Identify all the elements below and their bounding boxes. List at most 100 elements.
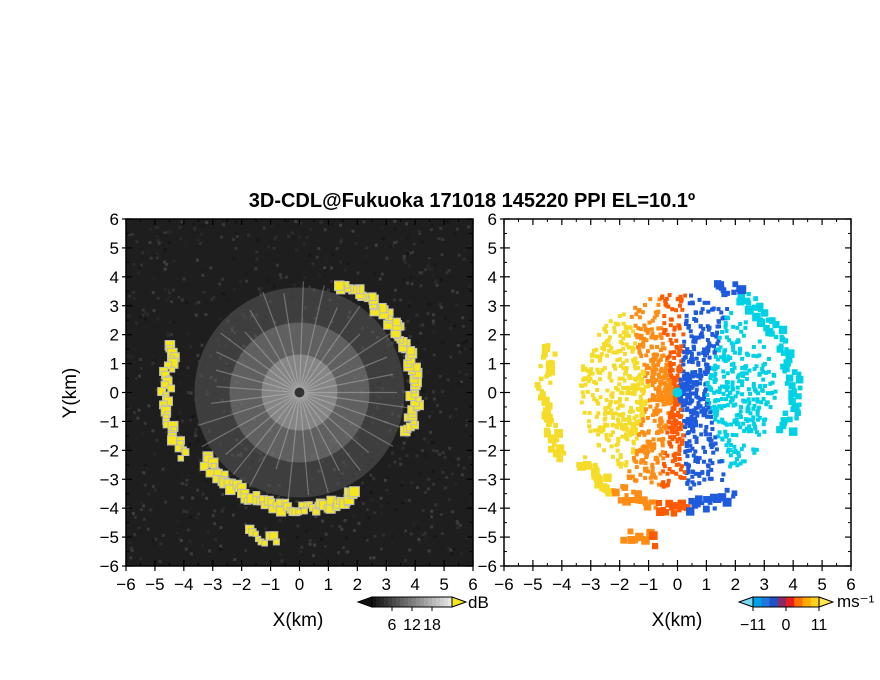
velocity-cell	[644, 338, 649, 343]
noise-pixel	[136, 308, 140, 312]
velocity-cell	[696, 361, 701, 366]
strong-echo	[386, 309, 393, 316]
noise-pixel	[312, 500, 316, 504]
velocity-cell	[685, 347, 690, 352]
noise-pixel	[409, 532, 413, 536]
velocity-cell	[714, 334, 719, 339]
noise-pixel	[432, 313, 436, 317]
velocity-cell	[699, 331, 704, 336]
velocity-cell	[742, 364, 747, 369]
noise-pixel	[174, 480, 178, 484]
velocity-cell	[614, 350, 619, 355]
noise-pixel	[390, 451, 394, 455]
noise-pixel	[206, 530, 210, 534]
velocity-cell	[610, 430, 615, 435]
velocity-cell	[696, 405, 701, 410]
velocity-cell	[668, 350, 673, 355]
velocity-cell	[668, 323, 673, 328]
velocity-cell	[662, 509, 669, 516]
velocity-cell	[631, 329, 636, 334]
noise-pixel	[415, 454, 419, 458]
noise-pixel	[187, 442, 191, 446]
velocity-cell	[630, 427, 635, 432]
velocity-cell	[617, 314, 622, 319]
noise-pixel	[418, 540, 422, 544]
velocity-cell	[707, 341, 712, 346]
velocity-cell	[731, 387, 736, 392]
velocity-cell	[673, 413, 678, 418]
noise-pixel	[299, 550, 303, 554]
noise-pixel	[448, 456, 452, 460]
velocity-cell	[626, 345, 631, 350]
velocity-cell	[778, 325, 788, 334]
velocity-cell	[540, 354, 547, 360]
velocity-cell	[665, 430, 670, 435]
velocity-cell	[694, 471, 699, 476]
velocity-cell	[657, 387, 662, 392]
velocity-cell	[685, 416, 690, 421]
velocity-cell	[613, 411, 618, 416]
velocity-cell	[698, 404, 703, 409]
velocity-cell	[626, 421, 631, 426]
noise-pixel	[189, 418, 193, 422]
velocity-cell	[708, 458, 713, 463]
velocity-cell	[632, 388, 637, 393]
velocity-cell	[686, 478, 691, 483]
noise-pixel	[139, 528, 143, 532]
velocity-cell	[545, 402, 553, 410]
velocity-cell	[667, 382, 672, 387]
velocity-cell	[676, 462, 681, 467]
strong-echo	[299, 502, 304, 508]
velocity-cell	[663, 401, 668, 406]
velocity-cell	[727, 338, 732, 343]
velocity-cell	[690, 480, 695, 485]
noise-pixel	[144, 317, 148, 321]
strong-echo	[211, 463, 216, 469]
velocity-cell	[686, 324, 691, 329]
velocity-cell	[707, 476, 712, 481]
y-tick-label: −4	[478, 499, 497, 518]
velocity-cell	[649, 480, 654, 485]
noise-pixel	[185, 478, 189, 482]
velocity-cell	[627, 469, 632, 474]
velocity-cell	[625, 385, 630, 390]
colorbar-tick-label: 0	[782, 617, 791, 634]
velocity-cell	[652, 352, 657, 357]
noise-pixel	[399, 462, 403, 466]
velocity-cell	[710, 331, 715, 336]
x-tick-label: −5	[145, 575, 164, 594]
noise-pixel	[178, 410, 182, 414]
noise-pixel	[279, 276, 283, 280]
velocity-cell	[734, 433, 739, 438]
velocity-cell	[662, 331, 667, 336]
strong-echo	[168, 358, 178, 368]
velocity-cell	[697, 456, 702, 461]
velocity-cell	[615, 458, 620, 463]
noise-pixel	[459, 551, 463, 555]
velocity-cell	[617, 376, 622, 381]
y-tick-label: −5	[478, 528, 497, 547]
velocity-cell	[713, 371, 718, 376]
strong-echo	[162, 371, 169, 379]
velocity-cell	[623, 386, 628, 391]
velocity-cell	[754, 364, 759, 369]
noise-pixel	[422, 533, 426, 537]
velocity-cell	[692, 391, 697, 396]
velocity-cell	[596, 411, 601, 416]
velocity-cell	[725, 403, 730, 408]
noise-pixel	[141, 308, 145, 312]
velocity-cell	[735, 385, 740, 390]
velocity-cell	[752, 422, 757, 427]
velocity-cell	[602, 326, 607, 331]
velocity-cell	[704, 432, 709, 437]
velocity-cell	[669, 374, 674, 379]
y-tick-label: −2	[100, 441, 119, 460]
velocity-cell	[586, 374, 591, 379]
velocity-cell	[583, 366, 588, 371]
velocity-cell	[703, 410, 708, 415]
noise-pixel	[339, 242, 343, 246]
y-tick-label: −6	[100, 557, 119, 576]
noise-pixel	[426, 487, 430, 491]
velocity-cell	[633, 356, 638, 361]
noise-pixel	[149, 508, 153, 512]
